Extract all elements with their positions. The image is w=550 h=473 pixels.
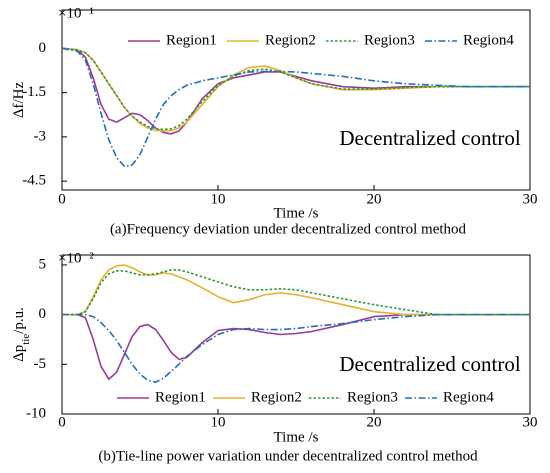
y-axis-label: Δptie/p.u.	[11, 307, 31, 362]
y-tick-label: -10	[26, 405, 46, 421]
y-tick-label: 5	[39, 256, 47, 272]
series-line	[61, 47, 530, 131]
y-tick-label: 0	[39, 306, 47, 322]
x-tick-label: 30	[523, 191, 538, 207]
x-tick-label: 0	[58, 414, 66, 430]
series-line	[62, 264, 530, 316]
series-line	[61, 47, 530, 168]
legend-label: Region4	[463, 32, 514, 48]
plot-frame	[61, 254, 531, 415]
annotation: Decentralized control	[339, 126, 520, 150]
y-axis-label-part: tie	[20, 334, 32, 345]
exponent: ×10⁻²	[58, 250, 94, 266]
x-tick-label: 0	[58, 191, 66, 207]
y-tick-label: -3	[34, 128, 47, 144]
y-tick-label: -5	[34, 356, 47, 372]
y-axis-label-part: /p.u.	[11, 307, 27, 334]
annotation: Decentralized control	[339, 352, 520, 376]
exponent: ×10⁻¹	[58, 5, 94, 21]
y-tick-label: -4.5	[22, 173, 46, 189]
legend-label: Region3	[364, 32, 415, 48]
x-axis-label: Time /s	[274, 205, 319, 221]
caption: (b)Tie-line power variation under decent…	[98, 448, 478, 464]
caption: (a)Frequency deviation under decentraliz…	[110, 221, 467, 237]
y-axis-label: Δf/Hz	[11, 82, 27, 119]
legend-label: Region3	[347, 389, 398, 405]
legend-label: Region2	[251, 389, 302, 405]
legend-label: Region2	[265, 32, 316, 48]
y-tick-label: 0	[39, 40, 47, 56]
x-tick-label: 20	[367, 414, 382, 430]
y-axis-label-part: Δp	[11, 345, 27, 362]
x-tick-label: 10	[211, 191, 226, 207]
plot-frame	[61, 9, 531, 191]
series-line	[61, 47, 530, 135]
x-tick-label: 20	[367, 191, 382, 207]
x-axis-label: Time /s	[274, 429, 319, 445]
x-tick-label: 10	[211, 414, 226, 430]
legend-label: Region4	[443, 389, 494, 405]
y-axis-label-part: Δf/Hz	[11, 82, 27, 119]
y-tick-label: -1.5	[22, 84, 46, 100]
x-tick-label: 30	[523, 414, 538, 430]
series-line	[61, 47, 530, 132]
legend-label: Region1	[166, 32, 217, 48]
series-line	[62, 313, 530, 383]
legend-label: Region1	[155, 389, 206, 405]
series-line	[62, 269, 530, 316]
